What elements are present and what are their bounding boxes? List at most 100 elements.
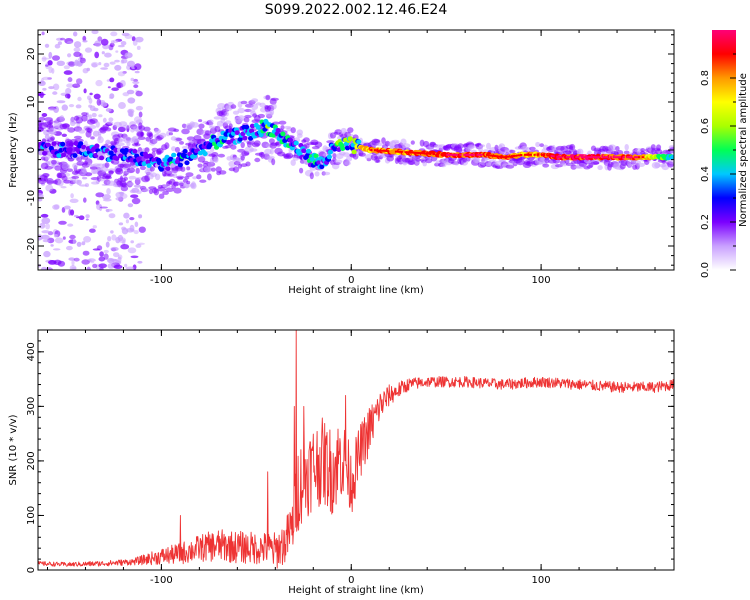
- x-tick-label: 0: [348, 275, 354, 286]
- ridge-blob: [313, 153, 319, 159]
- halo-blob: [179, 141, 184, 145]
- x-tick-label: 0: [348, 575, 354, 586]
- noise-blob: [132, 40, 138, 46]
- noise-blob: [125, 219, 129, 224]
- halo-blob: [381, 137, 386, 145]
- ridge-blob: [237, 137, 243, 142]
- noise-blob: [105, 241, 110, 248]
- ridge-core: [552, 155, 555, 158]
- halo-blob: [529, 146, 536, 151]
- noise-blob: [110, 246, 119, 252]
- ridge-core: [467, 153, 470, 156]
- noise-blob: [111, 87, 119, 91]
- halo-blob: [237, 107, 246, 114]
- noise-blob: [40, 234, 50, 240]
- colorbar-tick-label: 0.6: [700, 118, 711, 134]
- noise-blob: [82, 40, 88, 43]
- noise-blob: [93, 93, 101, 100]
- ridge-core: [560, 156, 563, 159]
- halo-blob: [164, 142, 170, 150]
- halo-blob: [455, 148, 463, 153]
- noise-blob: [91, 63, 98, 68]
- noise-blob: [122, 174, 127, 177]
- noise-blob: [68, 104, 75, 108]
- noise-blob: [60, 186, 67, 189]
- noise-blob: [56, 60, 65, 66]
- noise-blob: [85, 218, 89, 221]
- ridge-core: [480, 153, 483, 156]
- ridge-blob: [171, 152, 177, 158]
- ridge-core: [541, 153, 544, 156]
- ridge-core: [596, 156, 599, 159]
- noise-blob: [75, 104, 82, 109]
- halo-blob: [148, 188, 154, 195]
- noise-blob: [81, 112, 88, 116]
- noise-blob: [118, 102, 126, 109]
- ridge-blob: [332, 146, 338, 152]
- ridge-core: [379, 149, 382, 152]
- halo-blob: [108, 170, 114, 175]
- halo-blob: [44, 165, 53, 170]
- noise-blob: [72, 239, 77, 245]
- halo-blob: [42, 173, 50, 177]
- noise-blob: [41, 31, 45, 36]
- noise-blob: [44, 43, 50, 48]
- halo-blob: [131, 135, 139, 143]
- noise-blob: [129, 224, 135, 232]
- ridge-core: [370, 149, 373, 151]
- noise-blob: [56, 37, 63, 41]
- halo-blob: [87, 127, 93, 134]
- noise-blob: [131, 36, 136, 42]
- ridge-core: [586, 156, 589, 159]
- halo-blob: [271, 158, 276, 166]
- halo-blob: [48, 127, 57, 135]
- halo-blob: [73, 179, 80, 184]
- noise-blob: [67, 53, 72, 58]
- colorbar-ticks: 0.0 0.2 0.4 0.6 0.8: [700, 53, 736, 278]
- halo-blob: [116, 142, 125, 147]
- y-tick-label: -20: [26, 238, 37, 254]
- halo-blob: [154, 173, 161, 181]
- halo-blob: [54, 165, 62, 171]
- noise-blob: [57, 41, 63, 45]
- noise-blob: [83, 88, 87, 94]
- halo-blob: [208, 119, 214, 124]
- ridge-blob: [301, 148, 307, 154]
- noise-blob: [115, 191, 124, 198]
- noise-blob: [122, 92, 130, 97]
- ridge-core: [634, 156, 637, 159]
- noise-blob: [138, 214, 143, 219]
- noise-blob: [48, 51, 53, 59]
- ridge-core: [506, 155, 510, 158]
- noise-blob: [124, 52, 133, 59]
- y-tick-label: 0: [26, 567, 37, 573]
- noise-blob: [105, 209, 110, 213]
- noise-blob: [41, 266, 48, 270]
- ridge-core: [592, 156, 595, 159]
- ridge-core: [398, 150, 401, 153]
- ridge-blob: [255, 125, 261, 130]
- ridge-blob: [45, 142, 52, 148]
- halo-blob: [168, 132, 173, 136]
- halo-blob: [401, 143, 411, 149]
- noise-blob: [89, 228, 96, 233]
- ridge-core: [463, 153, 466, 156]
- ridge-blob: [60, 141, 66, 147]
- halo-blob: [269, 148, 274, 155]
- noise-blob: [76, 78, 83, 85]
- noise-blob: [69, 198, 79, 203]
- ridge-blob: [78, 141, 84, 147]
- halo-blob: [478, 145, 483, 153]
- ridge-core: [375, 149, 379, 152]
- halo-blob: [478, 144, 485, 148]
- halo-blob: [296, 129, 303, 136]
- noise-blob: [48, 107, 57, 111]
- ridge-blob: [132, 148, 138, 154]
- noise-blob: [121, 32, 130, 37]
- halo-blob: [299, 167, 304, 174]
- ridge-blob: [184, 160, 190, 166]
- halo-blob: [570, 164, 577, 170]
- halo-blob: [244, 114, 252, 119]
- noise-blob: [38, 197, 43, 202]
